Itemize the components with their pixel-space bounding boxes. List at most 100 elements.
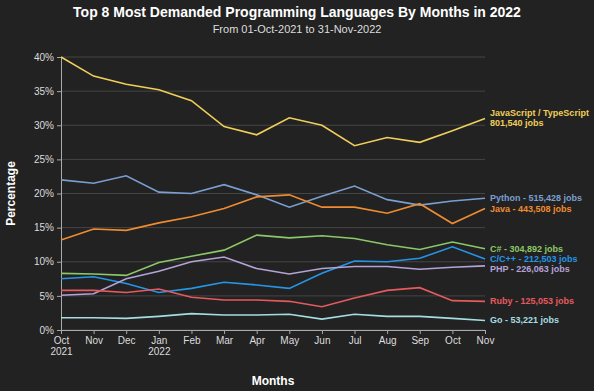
chart: Top 8 Most Demanded Programming Language… (0, 0, 594, 391)
y-tick: 25% (34, 154, 61, 165)
subtitle: From 01-Oct-2021 to 31-Nov-2022 (213, 23, 382, 35)
end-labels: JavaScript / TypeScript801,540 jobsPytho… (490, 108, 589, 325)
x-tick-mark (420, 330, 421, 334)
series-label: Go - 53,221 jobs (490, 315, 559, 325)
series-label: C# - 304,892 jobs (490, 244, 563, 254)
y-tick-mark (57, 228, 61, 229)
x-tick-label: Nov (85, 335, 103, 346)
y-tick-label: 25% (34, 154, 54, 165)
x-tick: Nov (85, 330, 103, 346)
grid-line (61, 57, 485, 58)
y-tick-mark (57, 296, 61, 297)
x-tick: Oct2021 (50, 330, 73, 357)
y-tick: 30% (34, 120, 61, 131)
x-tick: Sep (411, 330, 429, 346)
x-tick: Mar (216, 330, 234, 346)
y-tick-mark (57, 125, 61, 126)
y-tick-label: 15% (34, 222, 54, 233)
y-tick-mark (57, 194, 61, 195)
x-tick-mark (191, 330, 192, 334)
series-label: Ruby - 125,053 jobs (490, 296, 574, 306)
series-line (61, 314, 485, 321)
x-tick-label: Oct (445, 335, 461, 346)
x-tick: Nov (477, 330, 495, 346)
x-tick-mark (322, 330, 323, 334)
x-tick: Aug (379, 330, 397, 346)
y-tick: 5% (40, 291, 61, 302)
x-tick: Dec (118, 330, 136, 346)
series-label: C/C++ - 212,503 jobs (490, 254, 578, 264)
x-tick-mark (159, 330, 160, 334)
y-tick-mark (57, 91, 61, 92)
grid-line (61, 159, 485, 160)
x-tick-label: Sep (411, 335, 429, 346)
x-tick-mark (387, 330, 388, 334)
series-line (61, 57, 485, 146)
x-tick: Jul (349, 330, 362, 346)
x-tick: Jan2022 (148, 330, 171, 357)
x-tick-label: Jul (349, 335, 362, 346)
x-tick-label: Aug (379, 335, 397, 346)
x-tick-label: Apr (249, 335, 265, 346)
x-tick-label: Mar (216, 335, 234, 346)
title: Top 8 Most Demanded Programming Language… (73, 4, 521, 20)
y-tick-label: 0% (40, 325, 55, 336)
x-tick-mark (126, 330, 127, 334)
y-tick: 15% (34, 222, 61, 233)
grid (61, 57, 485, 330)
y-tick-label: 10% (34, 256, 54, 267)
y-tick-label: 30% (34, 120, 54, 131)
x-tick: Apr (249, 330, 265, 346)
x-tick-label: Oct2021 (50, 335, 73, 357)
grid-line (61, 193, 485, 194)
x-tick: Jun (314, 330, 330, 346)
x-tick-mark (452, 330, 453, 334)
grid-line (61, 295, 485, 296)
y-axis-title: Percentage (4, 161, 18, 226)
x-tick: Oct (445, 330, 461, 346)
series-line (61, 195, 485, 240)
series-label: Java - 443,508 jobs (490, 204, 572, 214)
y-tick: 40% (34, 52, 61, 63)
grid-line (61, 91, 485, 92)
y-tick-mark (57, 262, 61, 263)
x-tick-label: Dec (118, 335, 136, 346)
y-tick-mark (57, 159, 61, 160)
y-tick: 20% (34, 188, 61, 199)
x-tick-label: May (280, 335, 299, 346)
x-axis-line (62, 331, 486, 335)
series-label: JavaScript / TypeScript (490, 108, 589, 118)
y-axis: 0% 5% 10% 15% 20% 25% 30% 35% 40% (34, 52, 62, 336)
series-line (61, 257, 485, 295)
x-axis-title: Months (252, 374, 295, 388)
x-tick-mark (94, 330, 95, 334)
x-tick-label: Jan2022 (148, 335, 171, 357)
lines (61, 57, 485, 320)
x-tick-mark (289, 330, 290, 334)
x-tick-mark (485, 330, 486, 334)
y-tick-label: 40% (34, 52, 54, 63)
y-tick: 10% (34, 256, 61, 267)
grid-line (61, 227, 485, 228)
y-tick-label: 35% (34, 86, 54, 97)
x-tick: Feb (183, 330, 201, 346)
y-tick-mark (57, 57, 61, 58)
series-label: PHP - 226,063 jobs (490, 264, 570, 274)
x-tick-mark (61, 330, 62, 334)
y-tick-label: 20% (34, 188, 54, 199)
x-tick-label: Jun (314, 335, 330, 346)
series-line (61, 176, 485, 207)
background (0, 0, 594, 391)
grid-line (61, 261, 485, 262)
x-tick-mark (224, 330, 225, 334)
x-tick-label: Nov (477, 335, 495, 346)
x-tick-mark (355, 330, 356, 334)
x-axis: Oct2021 Nov Dec Jan2022 Feb Mar Apr May Jun Jul Au… (50, 330, 494, 357)
y-axis-line (57, 58, 62, 331)
y-tick: 0% (40, 325, 61, 336)
y-tick-label: 5% (40, 291, 55, 302)
series-label: Python - 515,428 jobs (490, 193, 582, 203)
y-tick: 35% (34, 86, 61, 97)
series-line (61, 288, 485, 307)
y-tick-mark (57, 330, 61, 331)
